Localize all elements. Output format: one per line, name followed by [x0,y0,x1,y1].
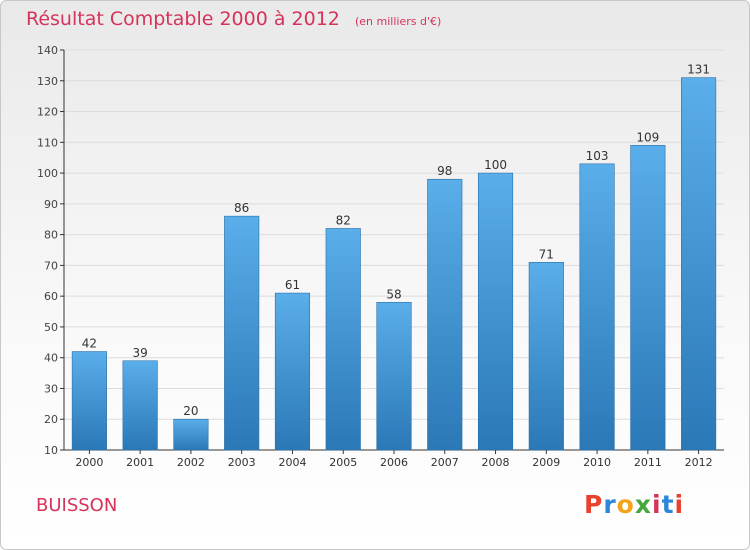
chart-subtitle: (en milliers d'€) [354,15,442,28]
y-tick-label: 40 [44,352,58,365]
chart-title: Résultat Comptable 2000 à 2012 [26,8,340,30]
x-tick-label: 2004 [278,456,306,469]
bar-value-label: 100 [484,158,507,172]
logo-letter: i [652,490,662,519]
logo-letter: i [674,490,685,519]
x-tick-label: 2008 [482,456,510,469]
bar [477,172,514,451]
y-tick-label: 30 [44,382,58,395]
x-tick-label: 2007 [431,456,459,469]
y-tick-label: 100 [37,167,58,180]
bar-value-label: 82 [336,213,351,227]
y-tick-label: 70 [44,259,58,272]
bar-value-label: 109 [636,130,659,144]
bar-value-label: 58 [386,287,401,301]
bar [528,262,564,451]
bar-value-label: 103 [586,149,609,163]
y-tick-label: 110 [37,136,58,149]
x-tick-label: 2012 [685,456,713,469]
label-layer: 42 39 20 86 61 82 58 98 100 71 103 109 131 [82,63,710,419]
logo-letter: x [634,490,652,519]
x-tick-label: 2002 [177,456,205,469]
y-tick-label: 80 [44,229,58,242]
bar-value-label: 98 [437,164,452,178]
bar [579,163,615,451]
x-tick-label: 2005 [329,456,357,469]
bar [376,302,412,451]
bar-value-label: 39 [133,346,148,360]
y-tick-label: 120 [37,106,58,119]
bar-value-label: 61 [285,278,300,292]
bar [274,292,311,451]
place-name: BUISSON [36,495,118,516]
y-tick-label: 90 [44,198,58,211]
bar [325,228,361,451]
bar [122,360,158,451]
x-tick-label: 2003 [228,456,256,469]
bar [224,215,260,451]
bar [630,145,666,451]
logo-letter: P [584,490,604,519]
logo-letter: o [616,490,635,519]
bar-value-label: 42 [82,337,97,351]
y-tick-label: 20 [44,413,58,426]
bar-layer [71,77,717,451]
bar [71,351,107,451]
y-tick-label: 10 [44,444,58,457]
x-tick-label: 2010 [583,456,611,469]
logo-letter: r [603,490,617,519]
bar-value-label: 71 [539,247,554,261]
x-tick-label: 2011 [634,456,662,469]
logo-letter: t [661,490,675,519]
y-tick-label: 130 [37,75,58,88]
bar [681,77,717,451]
y-tick-label: 50 [44,321,58,334]
y-tick-label: 140 [37,44,58,57]
y-tick-label: 60 [44,290,58,303]
x-tick-label: 2000 [75,456,103,469]
bar-value-label: 20 [183,404,198,418]
title-row: Résultat Comptable 2000 à 2012 (en milli… [26,8,441,30]
proxiti-logo: Proxiti [584,490,684,519]
x-tick-label: 2009 [532,456,560,469]
x-tick-label: 2006 [380,456,408,469]
x-tick-label: 2001 [126,456,154,469]
bar-value-label: 131 [687,63,710,77]
bar [427,178,463,451]
bar-value-label: 86 [234,201,249,215]
bar [173,418,209,451]
